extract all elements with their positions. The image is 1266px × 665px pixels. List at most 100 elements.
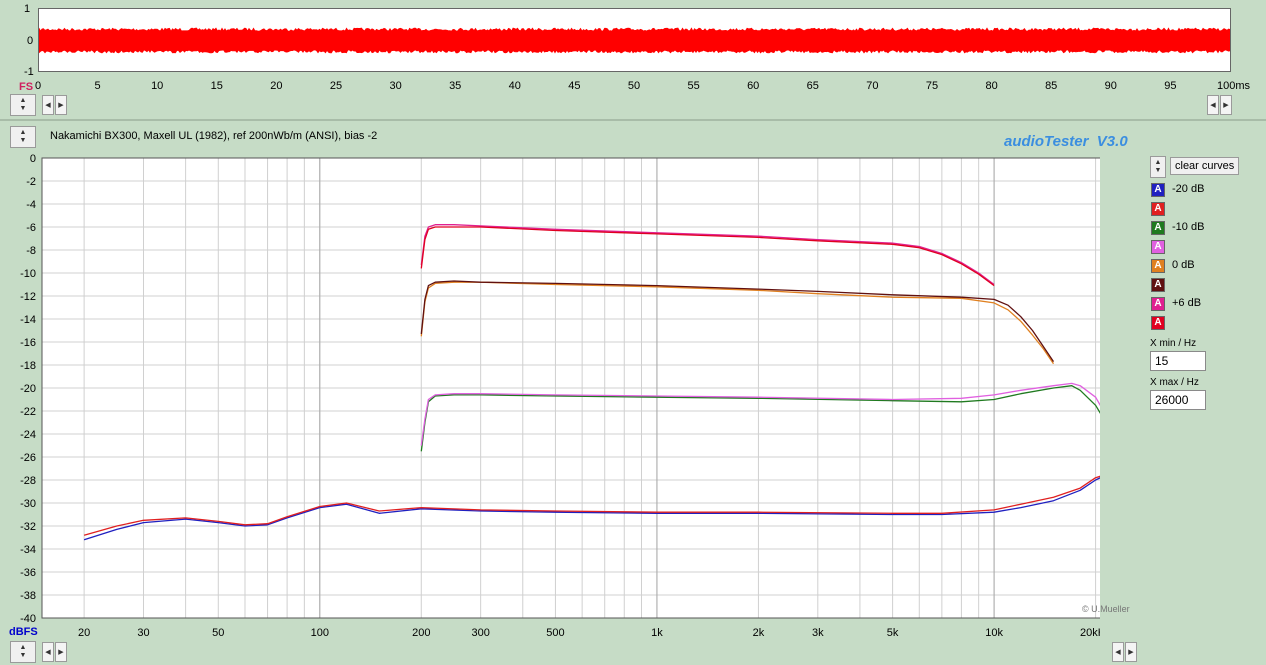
- scope-zoom-left[interactable]: ◀: [1207, 95, 1219, 115]
- scope-x-tick: 80: [985, 80, 998, 92]
- scope-x-tick: 45: [568, 80, 581, 92]
- legend-color-button[interactable]: A: [1151, 183, 1165, 197]
- xmin-label: X min / Hz: [1150, 338, 1197, 349]
- x-tick-label: 5k: [887, 627, 899, 639]
- scope-scroll-left[interactable]: ◀: [42, 95, 54, 115]
- scope-y-label-bot: -1: [24, 66, 34, 78]
- scope-x-tick: 5: [94, 80, 101, 92]
- copyright-text: © U.Mueller: [1082, 604, 1130, 614]
- x-tick-label: 500: [546, 627, 564, 639]
- scope-x-tick: 15: [210, 80, 223, 92]
- y-tick-label: -28: [20, 475, 36, 487]
- series-line-6: [420, 224, 995, 286]
- scope-x-tick: 50: [627, 80, 641, 92]
- frequency-response-chart: 0 -2 -4 -6 -8 -10 -12 -14 -16 -18 -20 -22 -24 -26 -28 -…: [20, 153, 1100, 639]
- chart-title: Nakamichi BX300, Maxell UL (1982), ref 2…: [50, 130, 378, 142]
- scope-waveform: [39, 27, 1230, 54]
- scope-x-tick: 10: [151, 80, 164, 92]
- scope-y-label-top: 1: [24, 3, 31, 15]
- series-line-3: [420, 382, 1100, 446]
- series-line-2: [420, 385, 1100, 452]
- legend-label: -10 dB: [1172, 221, 1205, 233]
- scope-x-tick: 90: [1104, 80, 1117, 92]
- legend-color-button[interactable]: A: [1151, 316, 1165, 330]
- chart-scroll-left[interactable]: ◀: [42, 642, 54, 662]
- y-tick-label: -12: [20, 291, 36, 303]
- y-tick-label: 0: [30, 153, 36, 165]
- chart-vertical-spin[interactable]: ▲ ▼: [10, 126, 36, 148]
- x-tick-label: 2k: [753, 627, 765, 639]
- legend-label: +6 dB: [1172, 297, 1202, 309]
- series-line-1: [83, 475, 1100, 536]
- legend-label: 0 dB: [1172, 259, 1195, 271]
- scope-fs-label: FS: [19, 81, 34, 93]
- legend-color-button[interactable]: A: [1151, 202, 1165, 216]
- scope-x-tick: 55: [687, 80, 700, 92]
- legend-color-button[interactable]: A: [1151, 240, 1165, 254]
- y-tick-label: -2: [26, 176, 36, 188]
- scope-x-tick: 30: [389, 80, 402, 92]
- legend-color-button[interactable]: A: [1151, 278, 1165, 292]
- chart-zoom-left[interactable]: ◀: [1112, 642, 1124, 662]
- y-tick-label: -10: [20, 268, 36, 280]
- y-tick-label: -18: [20, 360, 36, 372]
- y-tick-label: -16: [20, 337, 36, 349]
- x-tick-label: 3k: [812, 627, 824, 639]
- scope-x-tick: 20: [270, 80, 283, 92]
- x-tick-label: 1k: [651, 627, 663, 639]
- x-tick-label: 300: [471, 627, 489, 639]
- y-tick-label: -36: [20, 567, 36, 579]
- scope-x-tick: 40: [508, 80, 521, 92]
- xmax-label: X max / Hz: [1150, 377, 1199, 388]
- y-tick-label: -40: [20, 613, 36, 625]
- y-tick-label: -4: [26, 199, 36, 211]
- y-tick-label: -24: [20, 429, 36, 441]
- scope-x-tick: 0: [34, 80, 42, 92]
- xmax-input[interactable]: 26000: [1150, 390, 1206, 410]
- scope-x-tick: 70: [866, 80, 879, 92]
- scope-zoom-right[interactable]: ▶: [1220, 95, 1232, 115]
- x-tick-label: 20: [78, 627, 90, 639]
- scope-signal: [39, 27, 1230, 54]
- scope-x-tick: 35: [449, 80, 462, 92]
- series-line-5: [420, 280, 1055, 362]
- chart-scroll-right[interactable]: ▶: [55, 642, 67, 662]
- y-tick-label: -30: [20, 498, 36, 510]
- scope-x-tick: 60: [747, 80, 760, 92]
- x-tick-label: 50: [212, 627, 224, 639]
- legend-color-button[interactable]: A: [1151, 297, 1165, 311]
- x-tick-label: 30: [137, 627, 149, 639]
- brand-logo: audioTester V3.0: [1004, 133, 1128, 150]
- scope-scroll-right[interactable]: ▶: [55, 95, 67, 115]
- scope-x-tick: 100ms: [1217, 80, 1251, 92]
- chart-bottom-spin[interactable]: ▲ ▼: [10, 641, 36, 663]
- scope-plot: [38, 8, 1231, 72]
- y-tick-label: -34: [20, 544, 36, 556]
- y-tick-label: -20: [20, 383, 36, 395]
- scope-vertical-spin[interactable]: ▲ ▼: [10, 94, 36, 116]
- legend-spin[interactable]: ▲ ▼: [1150, 156, 1166, 178]
- x-tick-label: 10k: [985, 627, 1003, 639]
- x-tick-label: 100: [311, 627, 329, 639]
- scope-x-tick: 95: [1164, 80, 1177, 92]
- y-tick-label: -14: [20, 314, 36, 326]
- y-tick-label: -38: [20, 590, 36, 602]
- legend-color-button[interactable]: A: [1151, 259, 1165, 273]
- series-line-7: [420, 226, 995, 287]
- y-tick-label: -22: [20, 406, 36, 418]
- chart-zoom-right[interactable]: ▶: [1125, 642, 1137, 662]
- y-tick-label: -26: [20, 452, 36, 464]
- legend-color-button[interactable]: A: [1151, 221, 1165, 235]
- clear-curves-button[interactable]: clear curves: [1170, 157, 1240, 175]
- y-tick-label: -6: [26, 222, 36, 234]
- legend-label: -20 dB: [1172, 183, 1205, 195]
- panel-divider: [0, 119, 1266, 121]
- x-tick-label: 20kHz: [1080, 627, 1100, 639]
- xmin-input[interactable]: 15: [1150, 351, 1206, 371]
- x-tick-label: 200: [412, 627, 430, 639]
- series-line-4: [420, 281, 1055, 365]
- y-tick-label: -32: [20, 521, 36, 533]
- scope-y-label-mid: 0: [27, 35, 34, 47]
- series-line-0: [83, 477, 1100, 541]
- scope-x-tick: 25: [329, 80, 343, 92]
